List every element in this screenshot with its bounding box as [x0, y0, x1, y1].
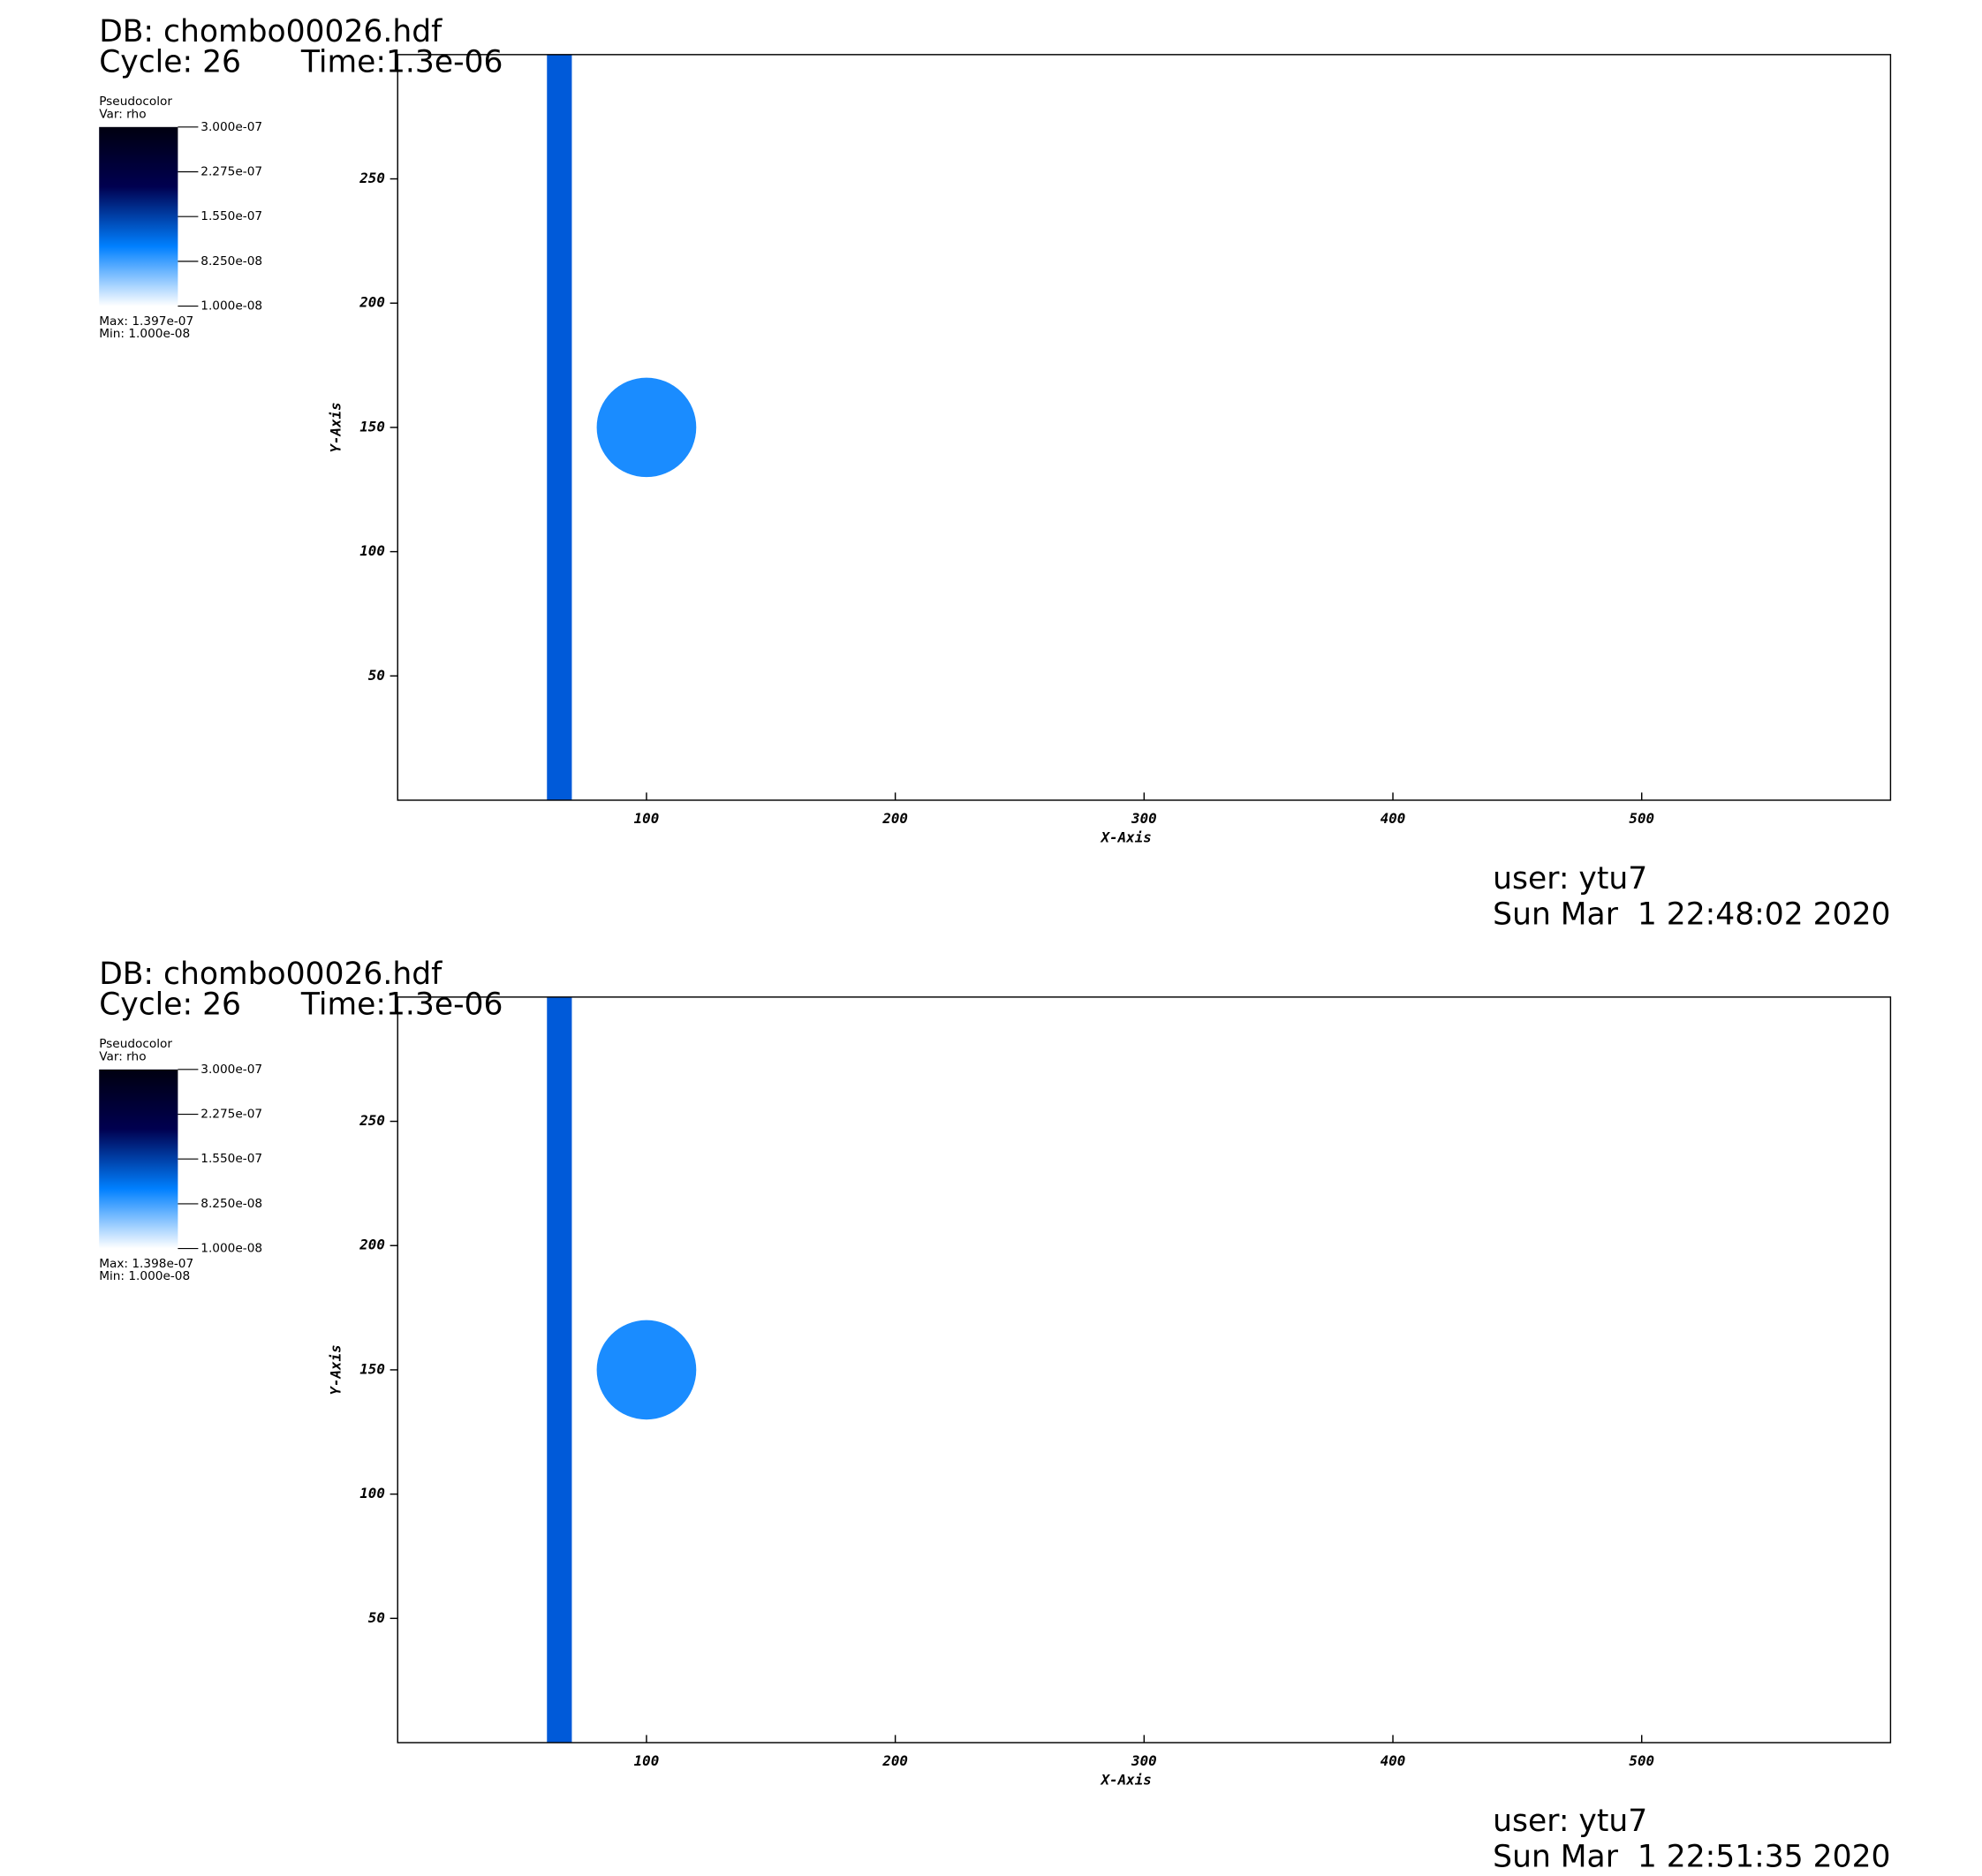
colorbar-title: Pseudocolor — [99, 1037, 172, 1051]
colorbar-tick-label: 3.000e-07 — [200, 120, 262, 134]
x-tick-label: 300 — [1131, 810, 1157, 827]
date: Sun Mar 1 22:51:35 2020 — [1493, 1839, 1890, 1874]
y-tick-label: 250 — [359, 1112, 385, 1129]
y-tick-label: 250 — [359, 170, 385, 186]
colorbar-tick-label: 1.550e-07 — [200, 1152, 262, 1166]
user: user: ytu7 — [1493, 861, 1647, 896]
x-tick-label: 300 — [1131, 1752, 1157, 1769]
colorbar-tick-label: 8.250e-08 — [200, 254, 262, 269]
y-tick-label: 50 — [368, 667, 385, 684]
y-tick-label: 50 — [368, 1609, 385, 1626]
x-tick-label: 100 — [634, 810, 660, 827]
colorbar-min: Min: 1.000e-08 — [99, 327, 190, 341]
colorbar-tick-label: 1.000e-08 — [200, 1242, 262, 1256]
x-tick-label: 200 — [881, 810, 908, 827]
db-name: DB: chombo00026.hdf — [99, 14, 443, 49]
colorbar-max: Max: 1.398e-07 — [99, 1257, 193, 1271]
colorbar-title: Pseudocolor — [99, 95, 172, 109]
cycle: Cycle: 26 — [99, 44, 241, 79]
x-axis-label: X-Axis — [1100, 829, 1152, 846]
y-tick-label: 100 — [359, 542, 385, 559]
band — [547, 54, 572, 800]
x-tick-label: 400 — [1381, 810, 1406, 827]
colorbar-tick-label: 1.000e-08 — [200, 299, 262, 314]
band — [547, 996, 572, 1744]
y-axis-label: Y-Axis — [328, 1344, 344, 1395]
x-tick-label: 400 — [1381, 1752, 1406, 1769]
circle — [596, 377, 697, 478]
y-tick-label: 150 — [359, 418, 385, 435]
colorbar-var: Var: rho — [99, 107, 146, 121]
x-tick-label: 500 — [1629, 1752, 1654, 1769]
x-tick-label: 500 — [1629, 810, 1654, 827]
colorbar-tick-label: 3.000e-07 — [200, 1063, 262, 1077]
date: Sun Mar 1 22:48:02 2020 — [1493, 896, 1890, 932]
colorbar — [99, 1069, 178, 1249]
colorbar-tick-label: 2.275e-07 — [200, 1108, 262, 1122]
time: Time:1.3e-06 — [300, 44, 503, 79]
y-tick-label: 200 — [359, 294, 385, 311]
y-axis-label: Y-Axis — [328, 402, 344, 452]
colorbar-var: Var: rho — [99, 1049, 146, 1063]
colorbar-tick-label: 8.250e-08 — [200, 1197, 262, 1211]
user: user: ytu7 — [1493, 1804, 1647, 1839]
x-tick-label: 100 — [634, 1752, 660, 1769]
cycle: Cycle: 26 — [99, 987, 241, 1022]
y-tick-label: 100 — [359, 1485, 385, 1502]
colorbar-min: Min: 1.000e-08 — [99, 1269, 190, 1283]
colorbar-max: Max: 1.397e-07 — [99, 314, 193, 329]
x-tick-label: 200 — [881, 1752, 908, 1769]
colorbar — [99, 126, 178, 306]
time: Time:1.3e-06 — [300, 987, 503, 1022]
colorbar-tick-label: 2.275e-07 — [200, 164, 262, 178]
x-axis-label: X-Axis — [1100, 1772, 1152, 1789]
y-tick-label: 150 — [359, 1360, 385, 1377]
y-tick-label: 200 — [359, 1237, 385, 1253]
circle — [596, 1320, 697, 1420]
db-name: DB: chombo00026.hdf — [99, 957, 443, 992]
colorbar-tick-label: 1.550e-07 — [200, 209, 262, 223]
